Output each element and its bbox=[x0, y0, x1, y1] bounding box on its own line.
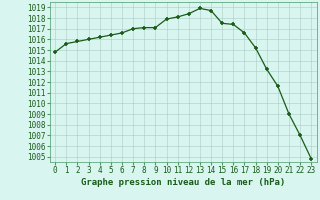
X-axis label: Graphe pression niveau de la mer (hPa): Graphe pression niveau de la mer (hPa) bbox=[81, 178, 285, 187]
